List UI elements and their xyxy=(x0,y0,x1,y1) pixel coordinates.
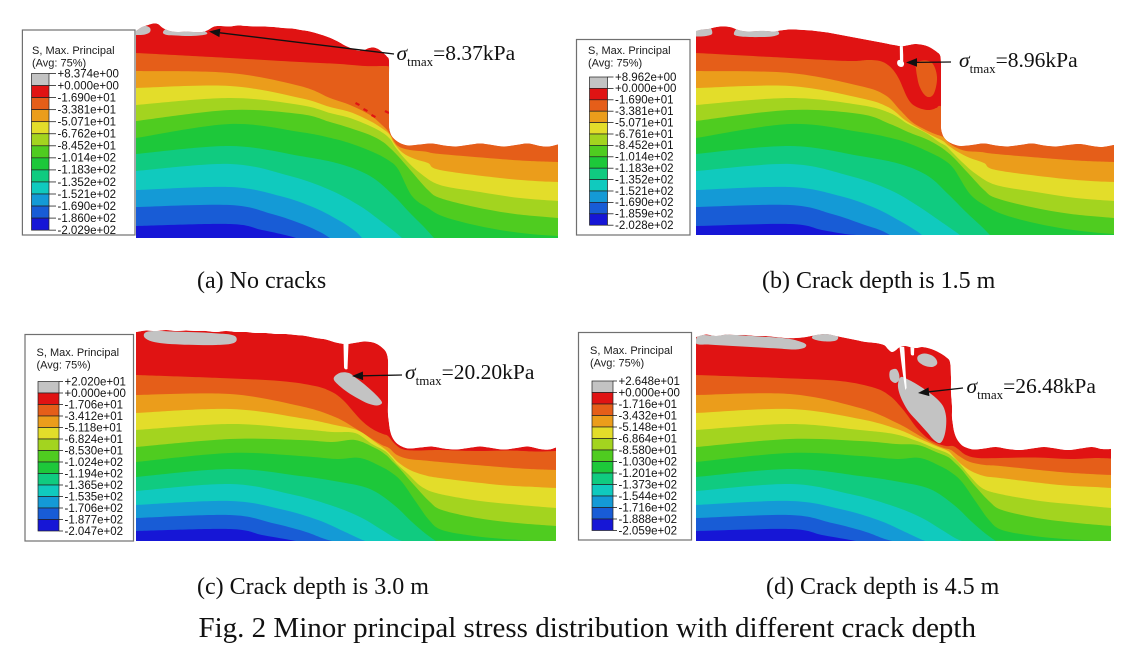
svg-text:-1.716e+02: -1.716e+02 xyxy=(619,502,678,514)
svg-text:S, Max. Principal: S, Max. Principal xyxy=(590,345,673,357)
svg-text:-3.381e+01: -3.381e+01 xyxy=(615,106,674,118)
svg-text:-8.530e+01: -8.530e+01 xyxy=(65,445,124,457)
svg-text:-1.183e+02: -1.183e+02 xyxy=(58,165,117,177)
svg-text:-3.432e+01: -3.432e+01 xyxy=(619,410,678,422)
svg-text:-1.194e+02: -1.194e+02 xyxy=(65,468,124,480)
svg-text:-1.706e+02: -1.706e+02 xyxy=(65,503,124,515)
svg-text:-2.029e+02: -2.029e+02 xyxy=(58,225,117,237)
svg-text:-8.452e+01: -8.452e+01 xyxy=(615,140,674,152)
svg-text:-1.716e+01: -1.716e+01 xyxy=(619,399,678,411)
svg-text:-1.690e+01: -1.690e+01 xyxy=(615,95,674,107)
svg-text:-1.201e+02: -1.201e+02 xyxy=(619,468,678,480)
svg-text:-5.148e+01: -5.148e+01 xyxy=(619,422,678,434)
svg-text:-1.373e+02: -1.373e+02 xyxy=(619,479,678,491)
svg-text:-1.014e+02: -1.014e+02 xyxy=(58,153,117,165)
svg-text:+0.000e+00: +0.000e+00 xyxy=(65,388,126,400)
svg-text:Fig. 2 Minor principal stress: Fig. 2 Minor principal stress distributi… xyxy=(199,612,977,644)
svg-text:-1.014e+02: -1.014e+02 xyxy=(615,152,674,164)
svg-text:-1.030e+02: -1.030e+02 xyxy=(619,456,678,468)
svg-text:-2.059e+02: -2.059e+02 xyxy=(619,525,678,537)
svg-text:S, Max. Principal: S, Max. Principal xyxy=(37,347,120,359)
svg-text:(d) Crack depth is 4.5 m: (d) Crack depth is 4.5 m xyxy=(766,574,1000,600)
svg-text:-1.352e+02: -1.352e+02 xyxy=(615,174,674,186)
svg-text:-1.183e+02: -1.183e+02 xyxy=(615,163,674,175)
svg-text:(Avg: 75%): (Avg: 75%) xyxy=(37,360,91,372)
svg-text:-1.024e+02: -1.024e+02 xyxy=(65,457,124,469)
svg-text:-8.452e+01: -8.452e+01 xyxy=(58,141,117,153)
svg-text:-1.690e+02: -1.690e+02 xyxy=(615,197,674,209)
svg-text:-6.824e+01: -6.824e+01 xyxy=(65,434,124,446)
svg-text:-1.521e+02: -1.521e+02 xyxy=(58,189,117,201)
svg-text:σtmax=20.20kPa: σtmax=20.20kPa xyxy=(405,360,535,388)
svg-text:-1.860e+02: -1.860e+02 xyxy=(58,213,117,225)
svg-text:-1.535e+02: -1.535e+02 xyxy=(65,491,124,503)
svg-text:+2.648e+01: +2.648e+01 xyxy=(619,376,680,388)
svg-text:-1.706e+01: -1.706e+01 xyxy=(65,399,124,411)
svg-text:-1.365e+02: -1.365e+02 xyxy=(65,480,124,492)
svg-text:-1.690e+01: -1.690e+01 xyxy=(58,92,117,104)
svg-text:(Avg: 75%): (Avg: 75%) xyxy=(590,358,644,370)
svg-text:+8.962e+00: +8.962e+00 xyxy=(615,72,676,84)
svg-text:-3.381e+01: -3.381e+01 xyxy=(58,104,117,116)
svg-text:-1.877e+02: -1.877e+02 xyxy=(65,514,124,526)
svg-text:-1.690e+02: -1.690e+02 xyxy=(58,201,117,213)
svg-text:-2.047e+02: -2.047e+02 xyxy=(65,526,124,538)
svg-text:-1.888e+02: -1.888e+02 xyxy=(619,514,678,526)
svg-text:(Avg: 75%): (Avg: 75%) xyxy=(32,58,86,70)
svg-text:-8.580e+01: -8.580e+01 xyxy=(619,445,678,457)
svg-text:σtmax=26.48kPa: σtmax=26.48kPa xyxy=(967,374,1097,402)
svg-text:-3.412e+01: -3.412e+01 xyxy=(65,411,124,423)
svg-text:(c) Crack depth is 3.0 m: (c) Crack depth is 3.0 m xyxy=(197,574,429,600)
svg-text:-1.544e+02: -1.544e+02 xyxy=(619,491,678,503)
svg-text:-6.762e+01: -6.762e+01 xyxy=(58,129,117,141)
svg-text:-5.118e+01: -5.118e+01 xyxy=(65,422,123,434)
svg-text:+0.000e+00: +0.000e+00 xyxy=(615,83,676,95)
svg-text:+0.000e+00: +0.000e+00 xyxy=(58,80,119,92)
svg-text:-2.028e+02: -2.028e+02 xyxy=(615,220,674,232)
svg-text:-1.859e+02: -1.859e+02 xyxy=(615,209,674,221)
svg-text:+0.000e+00: +0.000e+00 xyxy=(619,387,680,399)
svg-text:(a) No cracks: (a) No cracks xyxy=(197,268,326,294)
svg-text:S, Max. Principal: S, Max. Principal xyxy=(32,45,115,57)
svg-text:S, Max. Principal: S, Max. Principal xyxy=(588,45,671,57)
svg-text:+2.020e+01: +2.020e+01 xyxy=(65,376,126,388)
svg-text:+8.374e+00: +8.374e+00 xyxy=(58,68,119,80)
svg-text:(b) Crack depth is 1.5 m: (b) Crack depth is 1.5 m xyxy=(762,268,996,294)
svg-text:-6.864e+01: -6.864e+01 xyxy=(619,433,678,445)
svg-text:(Avg: 75%): (Avg: 75%) xyxy=(588,58,642,70)
svg-text:-6.761e+01: -6.761e+01 xyxy=(615,129,674,141)
svg-text:σtmax=8.37kPa: σtmax=8.37kPa xyxy=(397,41,516,69)
svg-text:-1.521e+02: -1.521e+02 xyxy=(615,186,674,198)
svg-text:-1.352e+02: -1.352e+02 xyxy=(58,177,117,189)
svg-text:σtmax=8.96kPa: σtmax=8.96kPa xyxy=(959,48,1078,76)
svg-text:-5.071e+01: -5.071e+01 xyxy=(615,117,674,129)
svg-text:-5.071e+01: -5.071e+01 xyxy=(58,117,117,129)
